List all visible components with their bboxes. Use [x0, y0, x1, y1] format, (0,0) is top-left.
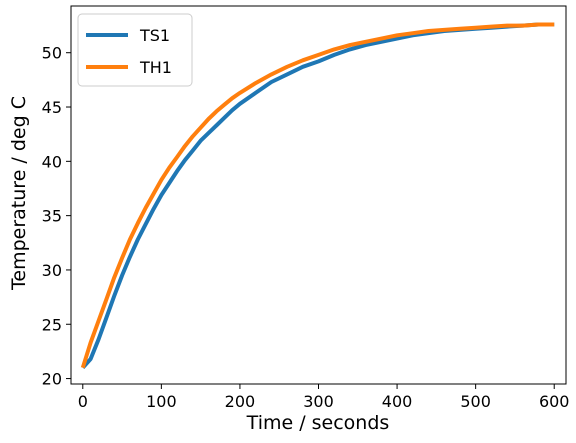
- legend: TS1 TH1: [77, 13, 193, 87]
- y-tick-label: 35: [42, 207, 62, 226]
- legend-label-ts1: TS1: [139, 26, 170, 45]
- y-tick-label: 30: [42, 261, 62, 280]
- x-tick-label: 0: [78, 392, 88, 411]
- axes: 0 100 200 300 400 500 600 20 25 30 35 40 45 50: [42, 5, 570, 411]
- legend-box: [77, 13, 193, 87]
- legend-label-th1: TH1: [139, 58, 172, 77]
- x-axis-label: Time / seconds: [246, 412, 390, 434]
- y-tick-label: 50: [42, 44, 62, 63]
- x-tick-label: 200: [225, 392, 256, 411]
- y-tick-label: 20: [42, 370, 62, 389]
- series-line-th1: [80, 22, 555, 369]
- y-tick-label: 25: [42, 315, 62, 334]
- y-axis-label: Temperature / deg C: [8, 96, 30, 291]
- x-tick-label: 300: [303, 392, 334, 411]
- x-tick-label: 500: [460, 392, 491, 411]
- x-tick-label: 400: [382, 392, 413, 411]
- y-tick-label: 40: [42, 152, 62, 171]
- x-tick-label: 100: [146, 392, 177, 411]
- x-tick-label: 600: [539, 392, 570, 411]
- plot-area: [80, 22, 555, 370]
- y-tick-label: 45: [42, 98, 62, 117]
